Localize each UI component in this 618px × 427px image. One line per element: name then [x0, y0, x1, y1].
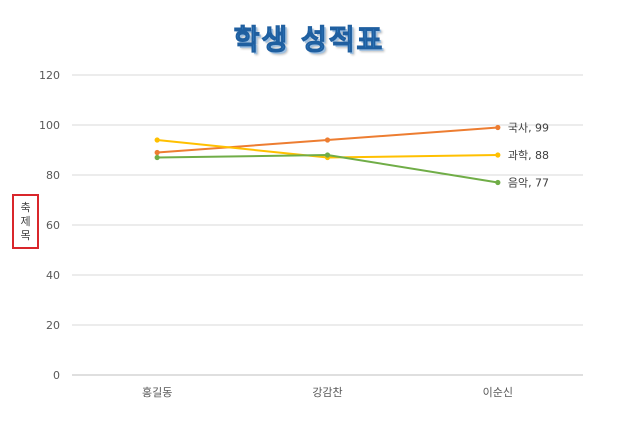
y-axis-title-char: 축 [20, 200, 31, 214]
data-point [154, 149, 160, 156]
data-point [154, 154, 160, 161]
data-point [154, 137, 160, 143]
data-point [495, 179, 501, 186]
y-tick-label: 20 [46, 319, 60, 332]
data-point [495, 124, 501, 131]
data-point [324, 152, 331, 158]
y-axis-title-char: 제 [20, 214, 31, 228]
y-tick-label: 40 [46, 269, 60, 282]
data-label: 국사, 99 [508, 122, 549, 135]
y-tick-label: 60 [46, 219, 60, 232]
chart-title: 학생 성적표 [233, 23, 385, 57]
y-axis-title-char: 목 [20, 228, 31, 242]
y-tick-label: 0 [53, 369, 60, 382]
x-tick-label: 홍길동 [142, 385, 172, 399]
y-tick-label: 120 [39, 69, 60, 82]
x-tick-label: 이순신 [483, 386, 513, 399]
data-point [324, 137, 331, 143]
y-tick-label: 80 [46, 169, 60, 182]
y-tick-label: 100 [39, 119, 60, 132]
data-label: 음악, 77 [508, 177, 549, 190]
x-tick-label: 강감찬 [312, 385, 342, 399]
data-point [495, 152, 501, 158]
data-label: 과학, 88 [508, 149, 549, 162]
